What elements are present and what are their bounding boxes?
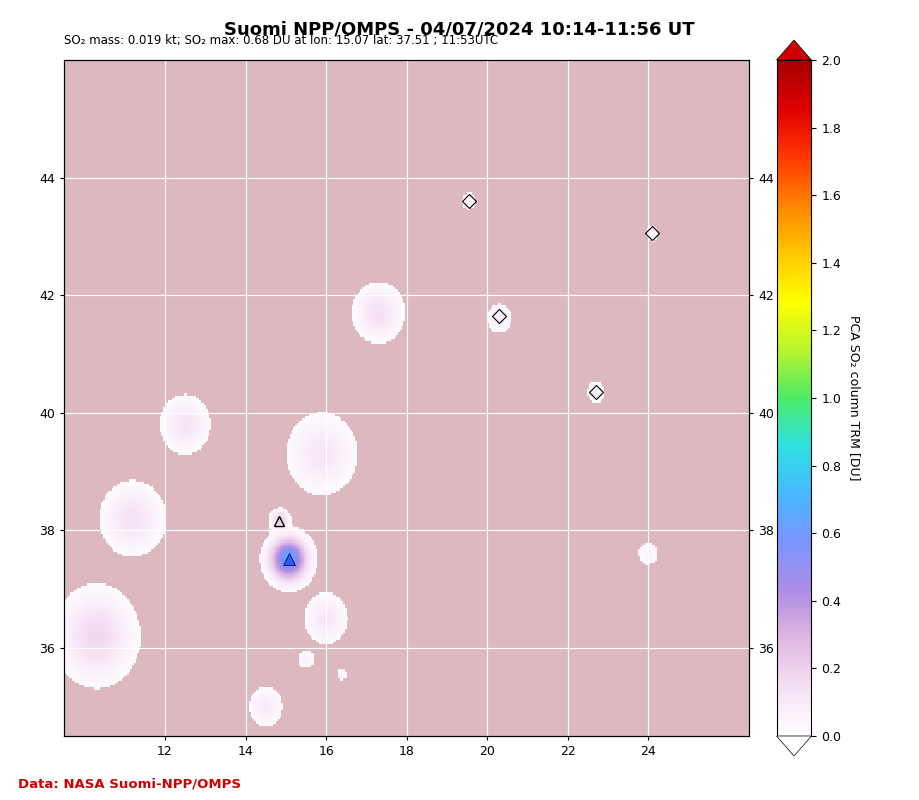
Text: SO₂ mass: 0.019 kt; SO₂ max: 0.68 DU at lon: 15.07 lat: 37.51 ; 11:53UTC: SO₂ mass: 0.019 kt; SO₂ max: 0.68 DU at … bbox=[64, 34, 498, 46]
Text: Data: NASA Suomi-NPP/OMPS: Data: NASA Suomi-NPP/OMPS bbox=[18, 778, 242, 790]
Y-axis label: PCA SO₂ column TRM [DU]: PCA SO₂ column TRM [DU] bbox=[847, 315, 861, 481]
Text: Suomi NPP/OMPS - 04/07/2024 10:14-11:56 UT: Suomi NPP/OMPS - 04/07/2024 10:14-11:56 … bbox=[224, 20, 695, 38]
